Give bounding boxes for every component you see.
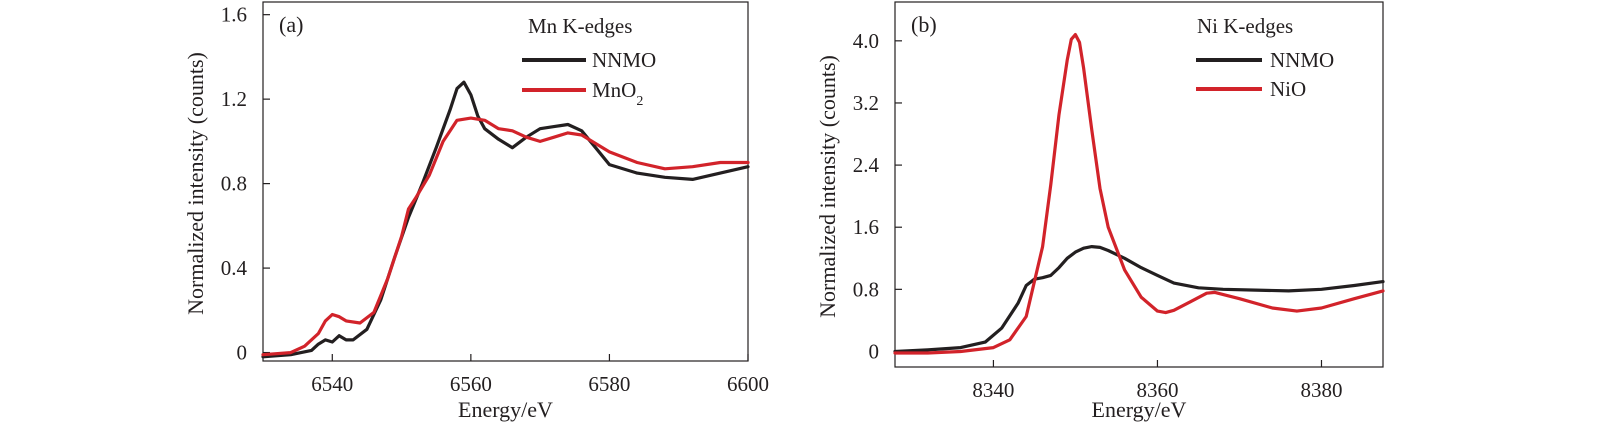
y-tick-label: 0.8 [853,277,879,301]
y-tick-label: 1.6 [221,3,247,27]
x-tick-label: 8380 [1300,378,1342,402]
y-tick-label: 1.6 [853,215,879,239]
series-line-mno2 [261,116,750,357]
x-axis-title: Energy/eV [1092,397,1187,422]
legend-label-nio: NiO [1270,77,1306,101]
y-tick-label: 1.2 [221,87,247,111]
legend-label-mno2: MnO2 [592,78,643,109]
x-tick-label: 6580 [588,372,630,396]
legend-label-subscript: 2 [636,94,643,109]
chart-panel-b: 0 0.8 1.6 2.4 3.2 4.0 8340 8360 8380 Energy/eV Nor… [815,1,1385,422]
y-tick-label: 0 [237,341,248,365]
y-tick-label: 0 [869,339,880,363]
legend-title: Ni K-edges [1197,14,1293,38]
y-tick-label: 2.4 [853,153,880,177]
legend-label-nnmo: NNMO [592,48,656,72]
series-line-nnmo [261,80,750,359]
y-tick-label: 3.2 [853,91,879,115]
legend-title: Mn K-edges [528,14,632,38]
y-tick-label: 0.8 [221,172,247,196]
x-tick-label: 6540 [311,372,353,396]
chart-panel-a: 0 0.4 0.8 1.2 1.6 6540 6560 6580 6600 Energy/eV No… [183,1,769,422]
y-axis-title: Normalized intensity (counts) [183,52,208,315]
y-tick-label: 4.0 [853,29,879,53]
plot-frame [894,1,1384,368]
x-tick-label: 6560 [450,372,492,396]
y-axis-title: Normalized intensity (counts) [815,55,840,318]
y-tick-label: 0.4 [221,256,248,280]
panel-label: (b) [911,12,937,37]
series-line-nnmo [893,245,1385,354]
x-axis-title: Energy/eV [458,397,553,422]
plot-frame [262,1,749,362]
legend-label-nnmo: NNMO [1270,48,1334,72]
series-line-nio [893,33,1385,355]
x-tick-label: 8340 [972,378,1014,402]
legend-label-text: MnO [592,78,636,102]
x-tick-label: 8360 [1136,378,1178,402]
panel-label: (a) [279,12,303,37]
x-tick-label: 6600 [727,372,769,396]
